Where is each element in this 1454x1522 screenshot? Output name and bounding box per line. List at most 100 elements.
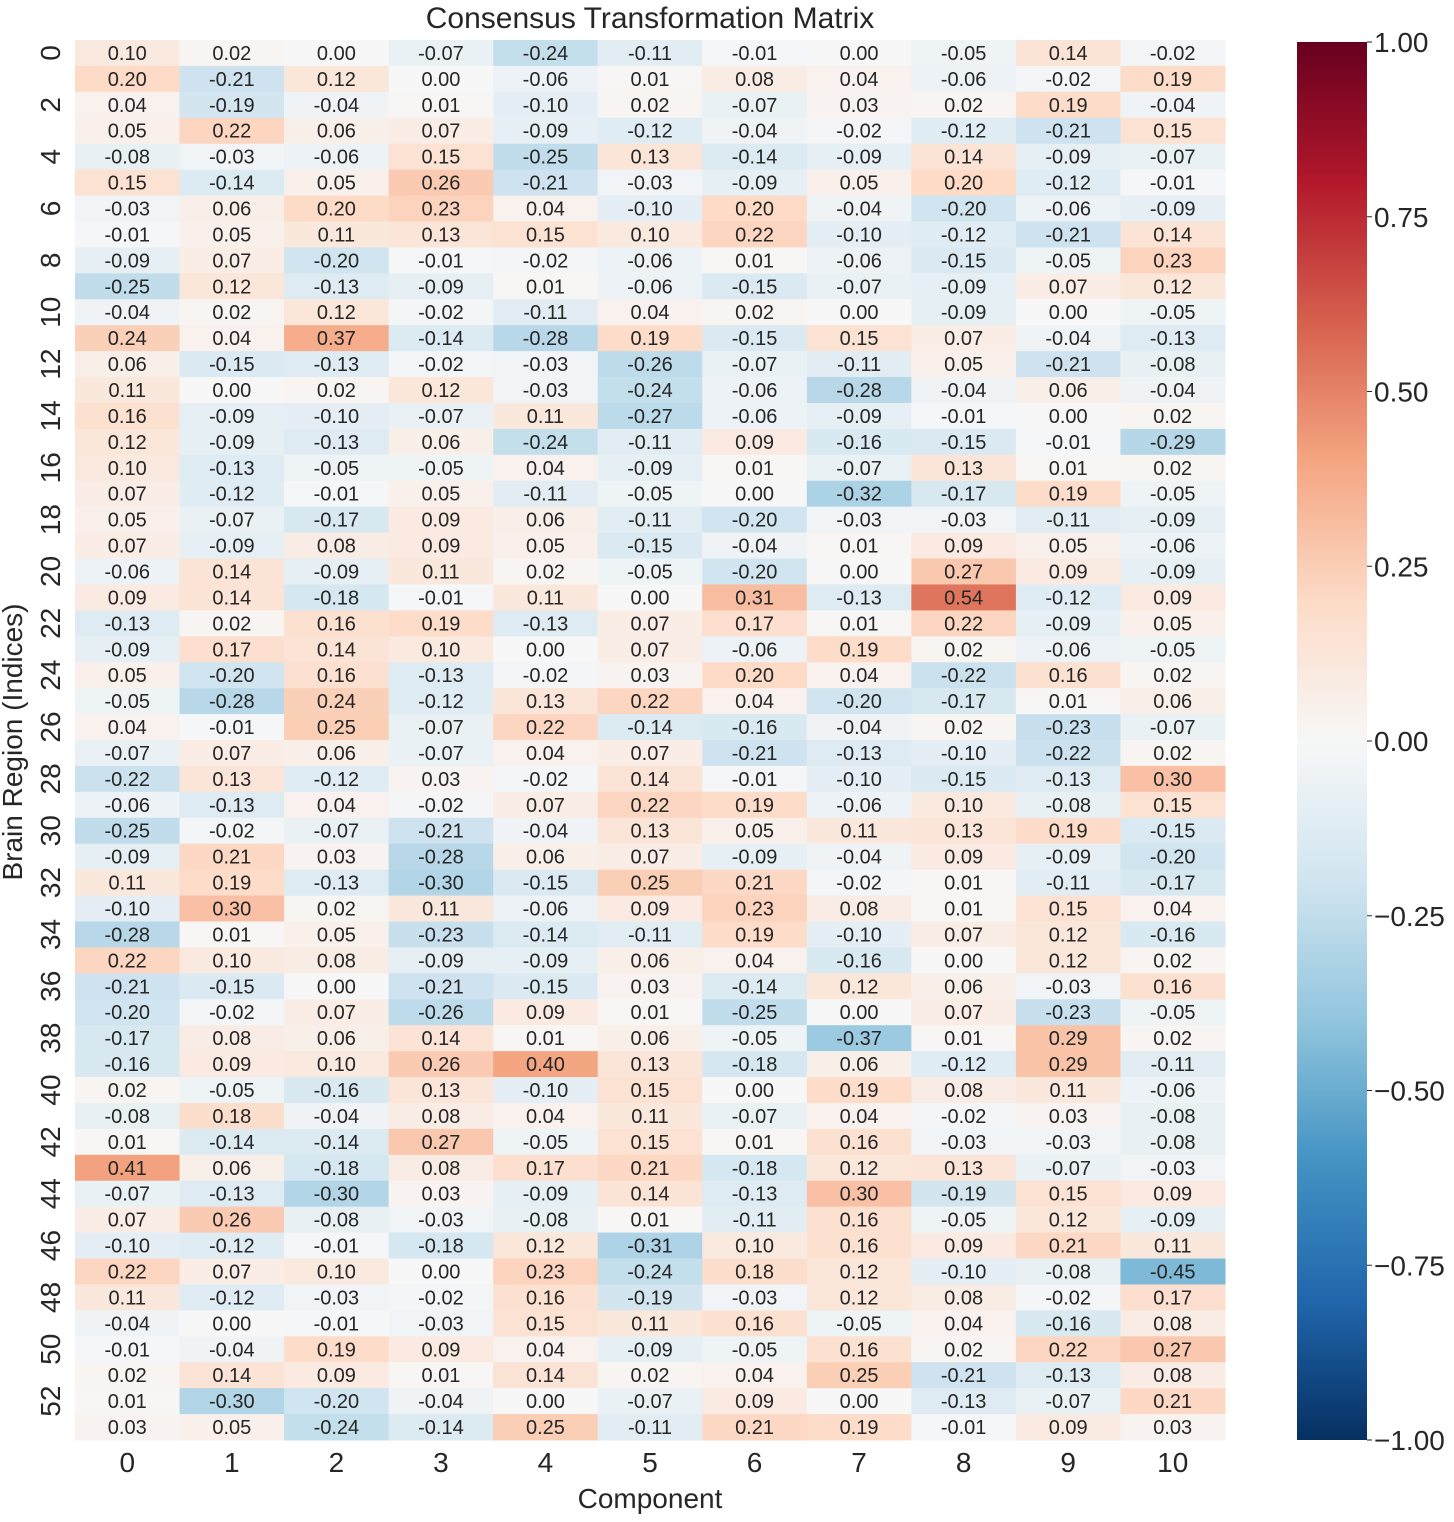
heatmap-cell (911, 662, 1017, 689)
heatmap-cell (597, 402, 703, 430)
heatmap-cell (597, 428, 703, 456)
cell-value-label: -0.09 (836, 406, 882, 428)
cell-value-label: -0.04 (1150, 380, 1196, 402)
cell-value-label: 0.05 (212, 1417, 251, 1439)
heatmap-cell (597, 791, 703, 819)
colorbar-tick-label: 0.50 (1374, 377, 1429, 408)
cell-value-label: 0.01 (108, 1391, 147, 1413)
heatmap-cell (806, 91, 912, 119)
cell-value-label: -0.23 (1045, 1002, 1091, 1024)
cell-value-label: -0.20 (104, 1002, 150, 1024)
heatmap-cell (284, 40, 390, 67)
cell-value-label: 0.11 (109, 1287, 146, 1309)
cell-value-label: 0.19 (317, 1339, 356, 1361)
cell-value-label: -0.09 (209, 432, 255, 454)
heatmap-cell (493, 221, 599, 248)
cell-value-label: 0.01 (840, 613, 879, 635)
heatmap-cell (1120, 480, 1226, 508)
cell-value-label: 0.19 (840, 1417, 879, 1439)
cell-value-label: -0.17 (941, 484, 987, 506)
heatmap-cell (702, 1206, 808, 1234)
cell-value-label: 0.23 (1153, 250, 1192, 272)
cell-value-label: -0.14 (418, 1417, 464, 1439)
heatmap-cell (1015, 791, 1121, 819)
cell-value-label: -0.19 (209, 95, 255, 117)
cell-value-label: -0.07 (836, 276, 882, 298)
heatmap-cell (702, 1154, 808, 1182)
cell-value-label: 0.16 (735, 1313, 774, 1335)
cell-value-label: -0.30 (418, 873, 464, 895)
heatmap-cell (1015, 817, 1121, 845)
heatmap-cell (284, 1232, 390, 1260)
cell-value-label: -0.26 (418, 1002, 464, 1024)
cell-value-label: -0.13 (314, 432, 360, 454)
cell-value-label: -0.04 (732, 121, 778, 143)
heatmap-cell (911, 1102, 1017, 1130)
cell-value-label: 0.12 (1049, 950, 1088, 972)
cell-value-label: 0.24 (317, 691, 356, 713)
heatmap-cell (806, 454, 912, 482)
cell-value-label: 0.15 (1153, 121, 1192, 143)
cell-value-label: 0.23 (526, 1261, 565, 1283)
cell-value-label: 0.07 (944, 1002, 983, 1024)
cell-value-label: -0.01 (209, 717, 255, 739)
cell-value-label: 0.12 (212, 276, 251, 298)
heatmap-cell (911, 636, 1017, 663)
heatmap-cell (1015, 377, 1121, 404)
heatmap-cell (1120, 273, 1226, 300)
heatmap-cell (1015, 1258, 1121, 1285)
heatmap-cell (597, 869, 703, 897)
cell-value-label: -0.16 (104, 1054, 150, 1076)
heatmap-cell (75, 377, 181, 404)
cell-value-label: 0.25 (526, 1417, 565, 1439)
heatmap-cell (179, 921, 285, 948)
heatmap-cell (702, 662, 808, 689)
heatmap-cell (284, 1310, 390, 1337)
cell-value-label: 0.06 (421, 432, 460, 454)
cell-value-label: 0.19 (735, 795, 774, 817)
heatmap-cell (388, 662, 494, 689)
cell-value-label: 0.12 (1049, 1210, 1088, 1232)
cell-value-label: -0.04 (732, 536, 778, 558)
heatmap-cell (179, 817, 285, 845)
cell-value-label: 0.02 (1153, 406, 1192, 428)
heatmap-cell (702, 584, 808, 611)
heatmap-cell (1015, 1154, 1121, 1182)
cell-value-label: 0.12 (1049, 924, 1088, 946)
cell-value-label: 0.09 (1153, 587, 1192, 609)
cell-value-label: 0.13 (631, 1054, 670, 1076)
heatmap-cell (493, 1414, 599, 1441)
heatmap-cell (388, 895, 494, 922)
heatmap-cell (1015, 1051, 1121, 1078)
heatmap-cell (179, 947, 285, 974)
heatmap-cell (597, 1180, 703, 1208)
cell-value-label: 0.03 (840, 95, 879, 117)
heatmap-cell (1120, 1362, 1226, 1389)
heatmap-cell (284, 558, 390, 585)
heatmap-cell (806, 688, 912, 715)
heatmap-cell (284, 532, 390, 560)
cell-value-label: 0.10 (944, 795, 983, 817)
cell-value-label: 0.10 (317, 1054, 356, 1076)
cell-value-label: 0.08 (1153, 1313, 1192, 1335)
cell-value-label: 0.09 (1049, 1417, 1088, 1439)
cell-value-label: -0.23 (1045, 717, 1091, 739)
cell-value-label: 0.01 (1049, 458, 1088, 480)
cell-value-label: -0.05 (627, 561, 673, 583)
heatmap-cell (806, 1362, 912, 1389)
heatmap-cell (493, 1051, 599, 1078)
heatmap-cell (284, 1051, 390, 1078)
heatmap-cell (179, 195, 285, 222)
heatmap-cell (1120, 506, 1226, 534)
heatmap-cell (597, 947, 703, 974)
cell-value-label: -0.11 (837, 354, 881, 376)
cell-value-label: 0.01 (735, 458, 774, 480)
cell-value-label: -0.15 (209, 976, 255, 998)
cell-value-label: -0.25 (104, 821, 150, 843)
cell-value-label: -0.12 (627, 121, 673, 143)
heatmap-cell (1015, 247, 1121, 274)
heatmap-cell (597, 506, 703, 534)
cell-value-label: -0.03 (314, 1287, 360, 1309)
cell-value-label: 0.00 (317, 43, 356, 65)
heatmap-cell (284, 688, 390, 715)
